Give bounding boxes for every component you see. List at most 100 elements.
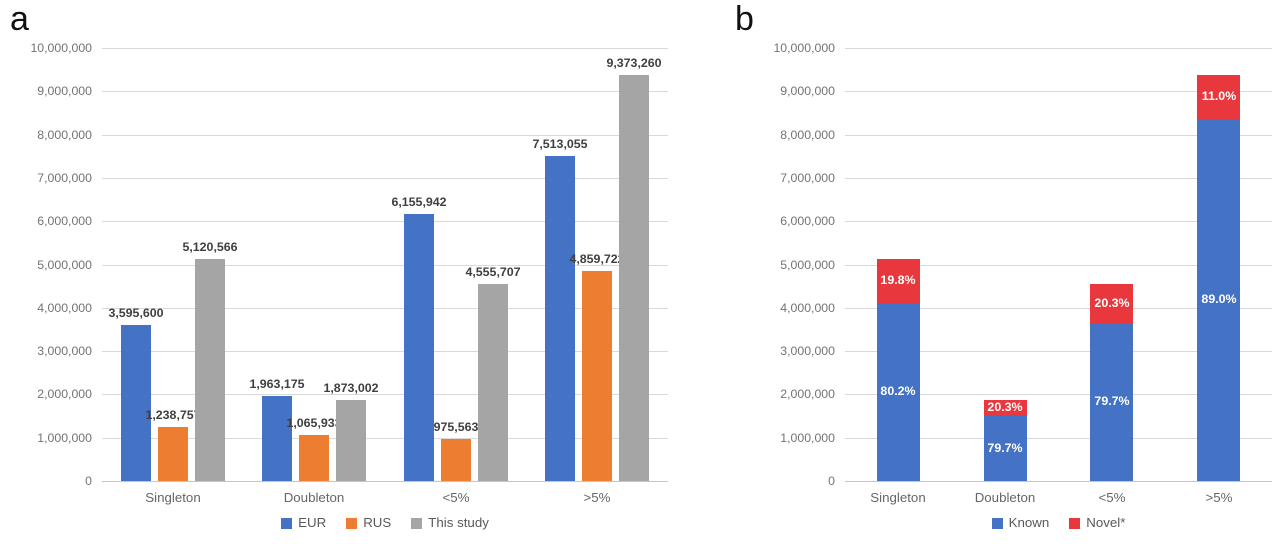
- x-category-label: Singleton: [870, 490, 926, 505]
- legend: Known Novel*: [845, 514, 1272, 532]
- data-label-this-study-doubleton: 1,873,002: [323, 381, 379, 395]
- y-tick-label: 3,000,000: [780, 344, 835, 358]
- x-category-label: >5%: [1205, 490, 1233, 505]
- legend-swatch-this-study: [411, 517, 423, 529]
- x-axis-line: [102, 481, 668, 482]
- y-tick-label: 1,000,000: [37, 431, 92, 445]
- bar-rus-doubleton: [299, 435, 329, 481]
- data-label-eur-singleton: 3,595,600: [108, 306, 164, 320]
- bar-rus-5: [441, 439, 471, 481]
- y-tick-label: 2,000,000: [780, 387, 835, 401]
- percent-label-known-5: 79.7%: [1094, 394, 1130, 408]
- y-tick-label: 6,000,000: [37, 214, 92, 228]
- y-tick-label: 10,000,000: [773, 41, 835, 55]
- y-tick-label: 10,000,000: [30, 41, 92, 55]
- y-tick-label: 5,000,000: [780, 258, 835, 272]
- segment-novel-5: [1090, 284, 1133, 324]
- panel-a: a 0 1,000,000 2,000,000 3,000,000 4,000,000 5…: [10, 0, 668, 532]
- y-tick-label: 9,000,000: [780, 84, 835, 98]
- gridline: [845, 265, 1272, 266]
- percent-label-novel-singleton: 19.8%: [880, 273, 916, 287]
- y-tick-label: 3,000,000: [37, 344, 92, 358]
- bar-eur-5: [404, 214, 434, 481]
- segment-novel-5: [1197, 75, 1240, 120]
- gridline: [102, 221, 668, 222]
- percent-label-novel-5: 20.3%: [1094, 296, 1130, 310]
- y-tick-label: 0: [828, 474, 835, 488]
- legend-item-known: Known: [991, 515, 1050, 530]
- bar-eur-doubleton: [262, 396, 292, 481]
- x-category-label: >5%: [583, 490, 611, 505]
- legend-item-rus: RUS: [346, 516, 391, 530]
- y-tick-label: 8,000,000: [37, 128, 92, 142]
- percent-label-known-singleton: 80.2%: [880, 384, 916, 398]
- data-label-rus-singleton: 1,238,757: [145, 408, 201, 422]
- bar-this-study-singleton: [195, 259, 225, 481]
- gridline: [845, 91, 1272, 92]
- legend-label-this-study: This study: [428, 515, 489, 530]
- legend-label-known: Known: [1008, 515, 1050, 530]
- gridline: [102, 394, 668, 395]
- y-tick-label: 1,000,000: [780, 431, 835, 445]
- data-label-eur-5: 6,155,942: [391, 195, 447, 209]
- x-category-label: Singleton: [145, 490, 201, 505]
- data-label-eur-5: 7,513,055: [532, 137, 588, 151]
- segment-known-5: [1090, 324, 1133, 481]
- data-label-this-study-5: 4,555,707: [465, 265, 521, 279]
- data-label-this-study-singleton: 5,120,566: [182, 240, 238, 254]
- gridline: [845, 308, 1272, 309]
- gridline: [845, 438, 1272, 439]
- gridline: [102, 265, 668, 266]
- gridline: [845, 48, 1272, 49]
- percent-label-novel-5: 11.0%: [1201, 89, 1237, 103]
- legend-swatch-rus: [346, 517, 358, 529]
- panel-letter-a: a: [10, 0, 29, 38]
- legend-swatch-eur: [281, 517, 293, 529]
- bar-eur-singleton: [121, 325, 151, 481]
- legend-swatch-novel: [1069, 517, 1081, 529]
- panel-b: b 0 1,000,000 2,000,000 3,000,000 4,000,000 5…: [720, 0, 1280, 546]
- gridline: [845, 351, 1272, 352]
- y-tick-label: 6,000,000: [780, 214, 835, 228]
- panel-letter-b: b: [735, 0, 754, 38]
- segment-novel-singleton: [877, 259, 920, 303]
- y-tick-label: 8,000,000: [780, 128, 835, 142]
- percent-label-novel-doubleton: 20.3%: [987, 400, 1023, 414]
- gridline: [102, 178, 668, 179]
- legend-label-eur: EUR: [298, 515, 327, 530]
- y-tick-label: 2,000,000: [37, 387, 92, 401]
- segment-known-5: [1197, 120, 1240, 481]
- percent-label-known-5: 89.0%: [1201, 292, 1237, 306]
- legend-item-novel: Novel*: [1069, 516, 1125, 530]
- y-tick-label: 5,000,000: [37, 258, 92, 272]
- legend-label-rus: RUS: [363, 515, 392, 530]
- x-category-label: Doubleton: [283, 490, 345, 505]
- segment-novel-doubleton: [984, 400, 1027, 416]
- x-category-label: <5%: [1098, 490, 1126, 505]
- legend-item-this-study: This study: [411, 516, 489, 530]
- segment-known-doubleton: [984, 416, 1027, 481]
- gridline: [845, 135, 1272, 136]
- legend-item-eur: EUR: [281, 516, 326, 530]
- x-category-label: Doubleton: [974, 490, 1036, 505]
- data-label-rus-doubleton: 1,065,933: [286, 416, 342, 430]
- legend: EUR RUS This study: [102, 514, 668, 532]
- data-label-rus-5: 975,563: [433, 420, 479, 434]
- gridline: [102, 308, 668, 309]
- data-label-eur-doubleton: 1,963,175: [249, 377, 305, 391]
- segment-known-singleton: [877, 303, 920, 481]
- gridline: [102, 48, 668, 49]
- y-tick-label: 4,000,000: [780, 301, 835, 315]
- bar-eur-5: [545, 156, 575, 481]
- legend-swatch-known: [991, 517, 1003, 529]
- gridline: [845, 178, 1272, 179]
- x-category-label: <5%: [442, 490, 470, 505]
- gridline: [102, 135, 668, 136]
- legend-label-novel: Novel*: [1086, 515, 1126, 530]
- data-label-this-study-5: 9,373,260: [606, 56, 662, 70]
- gridline: [102, 351, 668, 352]
- y-tick-label: 4,000,000: [37, 301, 92, 315]
- y-tick-label: 0: [85, 474, 92, 488]
- x-axis-line: [845, 481, 1272, 482]
